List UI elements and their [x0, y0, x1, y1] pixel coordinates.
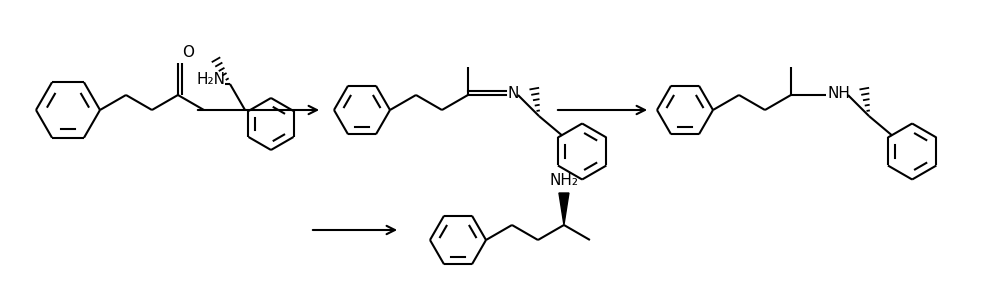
Text: H₂N: H₂N — [196, 72, 225, 88]
Text: N: N — [508, 86, 519, 101]
Text: NH: NH — [828, 86, 851, 101]
Polygon shape — [559, 193, 569, 225]
Text: O: O — [182, 45, 194, 60]
Text: NH₂: NH₂ — [549, 173, 578, 188]
